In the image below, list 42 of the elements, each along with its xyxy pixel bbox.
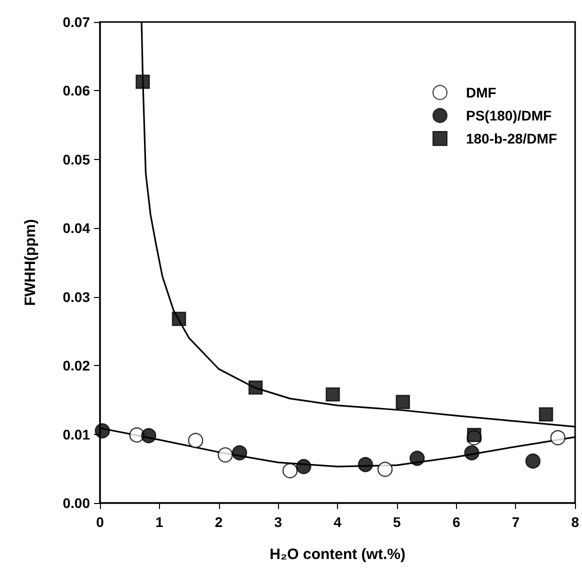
- legend-label: DMF: [466, 84, 497, 100]
- point: [282, 463, 298, 478]
- y-tick-label: 0.07: [62, 14, 90, 30]
- y-tick-label: 0.02: [62, 358, 90, 374]
- point: [141, 428, 156, 444]
- x-tick-label: 8: [571, 514, 580, 530]
- y-tick-label: 0.04: [62, 220, 90, 236]
- y-tick-label: 0.05: [62, 151, 90, 168]
- x-tick-label: 1: [155, 514, 164, 530]
- point: [358, 456, 374, 472]
- point: [464, 445, 480, 460]
- point: [248, 380, 263, 395]
- point: [538, 407, 554, 422]
- x-tick-label: 6: [452, 514, 460, 530]
- x-tick-label: 4: [334, 514, 342, 530]
- legend-label: PS(180)/DMF: [466, 108, 552, 124]
- x-axis-title: H₂O content (wt.%): [270, 546, 406, 563]
- point: [467, 428, 482, 442]
- y-tick-label: 0.01: [62, 426, 90, 442]
- x-tick-label: 3: [274, 514, 282, 530]
- point: [326, 387, 340, 402]
- y-tick-label: 0.06: [62, 82, 90, 99]
- x-tick-label: 7: [512, 514, 520, 530]
- point: [396, 394, 410, 410]
- legend-label: 180-b-28/DMF: [466, 130, 558, 146]
- point: [550, 430, 566, 446]
- point: [136, 74, 150, 89]
- x-tick-label: 5: [393, 514, 402, 530]
- point: [525, 453, 541, 469]
- point: [94, 423, 110, 438]
- x-tick-label: 0: [96, 514, 104, 530]
- point: [377, 462, 393, 477]
- y-axis-title: FWHH(ppm): [22, 219, 39, 306]
- point: [410, 450, 425, 466]
- point: [232, 445, 248, 460]
- y-tick-label: 0.00: [62, 495, 90, 511]
- point: [188, 432, 204, 448]
- point: [172, 312, 186, 326]
- x-tick-label: 2: [214, 514, 223, 530]
- point: [296, 458, 312, 474]
- y-tick-label: 0.03: [62, 288, 90, 305]
- point: [218, 447, 233, 462]
